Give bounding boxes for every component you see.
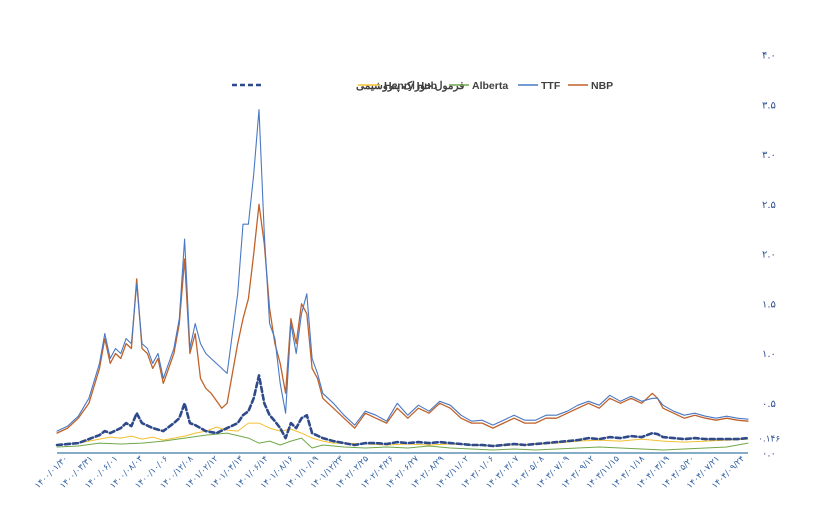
series-lines (55, 109, 750, 451)
series-line-1 (56, 109, 749, 432)
series-line-3 (56, 422, 749, 447)
legend-label: TTF (541, 80, 561, 92)
series-line-4 (55, 374, 750, 448)
y-tick-label: ۴.۰ (762, 51, 776, 62)
legend-label: Henry Hub (384, 80, 437, 92)
y-axis-ticks: ۰.۰ ۰.۵ ۱.۰ ۱.۵ ۲.۰ ۲.۵ ۳.۰ ۳.۵ ۴.۰ ۰.۱۴۶ (758, 51, 780, 460)
y-tick-label: ۱.۰ (762, 349, 776, 360)
y-tick-label: ۲.۵ (762, 200, 776, 211)
legend-label: NBP (591, 80, 613, 92)
y-tick-label: ۲.۰ (762, 250, 776, 261)
y-tick-label: ۳.۰ (762, 150, 776, 161)
series-line-0 (56, 203, 749, 434)
series-line-2 (56, 432, 749, 451)
y-extra-label: ۰.۱۴۶ (758, 435, 780, 445)
y-tick-label: ۰.۰ (762, 449, 776, 460)
legend-label: فرمول خوراک پتروشیمی (356, 80, 464, 92)
y-tick-label: ۳.۵ (762, 100, 776, 111)
y-tick-label: ۱.۵ (762, 299, 776, 310)
x-axis-ticks: ۱۴۰۰/۰۱/۳۰۱۴۰۰/۰۳/۳۱۱۴۰۰/۰۶/۰۱۱۴۰۰/۰۸/۰۳… (33, 454, 747, 491)
legend-label: Alberta (472, 80, 508, 92)
y-tick-label: ۰.۵ (762, 399, 776, 410)
